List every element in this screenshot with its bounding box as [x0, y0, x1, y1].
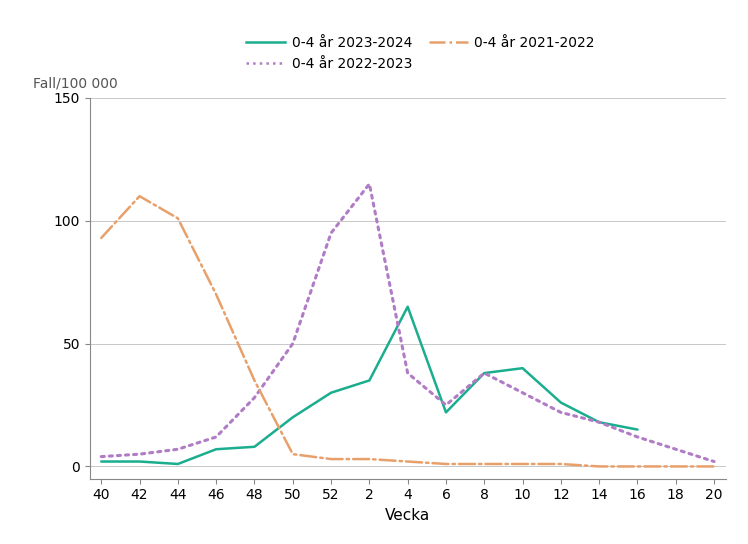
Text: Fall/100 000: Fall/100 000	[32, 76, 117, 90]
0-4 år 2022-2023	[212, 434, 221, 440]
0-4 år 2022-2023	[96, 453, 105, 460]
0-4 år 2023-2024	[250, 443, 259, 450]
0-4 år 2023-2024	[327, 390, 336, 396]
0-4 år 2022-2023	[518, 390, 527, 396]
0-4 år 2023-2024	[96, 458, 105, 465]
0-4 år 2021-2022	[710, 463, 719, 469]
0-4 år 2021-2022	[633, 463, 642, 469]
0-4 år 2023-2024	[633, 426, 642, 433]
Line: 0-4 år 2021-2022: 0-4 år 2021-2022	[101, 196, 714, 466]
0-4 år 2023-2024	[479, 370, 488, 376]
0-4 år 2022-2023	[671, 446, 680, 453]
X-axis label: Vecka: Vecka	[385, 508, 430, 523]
0-4 år 2021-2022	[671, 463, 680, 469]
0-4 år 2023-2024	[518, 365, 527, 372]
0-4 år 2021-2022	[557, 461, 565, 467]
0-4 år 2022-2023	[288, 341, 297, 347]
0-4 år 2023-2024	[595, 419, 604, 425]
0-4 år 2023-2024	[174, 461, 183, 467]
0-4 år 2022-2023	[403, 370, 412, 376]
0-4 år 2021-2022	[441, 461, 450, 467]
0-4 år 2023-2024	[212, 446, 221, 453]
0-4 år 2023-2024	[365, 377, 374, 384]
0-4 år 2021-2022	[212, 291, 221, 298]
0-4 år 2021-2022	[403, 458, 412, 465]
0-4 år 2021-2022	[479, 461, 488, 467]
0-4 år 2023-2024	[403, 304, 412, 310]
0-4 år 2021-2022	[595, 463, 604, 469]
0-4 år 2023-2024	[441, 409, 450, 416]
Line: 0-4 år 2023-2024: 0-4 år 2023-2024	[101, 307, 637, 464]
Line: 0-4 år 2022-2023: 0-4 år 2022-2023	[101, 184, 714, 461]
0-4 år 2022-2023	[327, 230, 336, 236]
0-4 år 2022-2023	[174, 446, 183, 453]
0-4 år 2022-2023	[710, 458, 719, 465]
0-4 år 2021-2022	[250, 377, 259, 384]
0-4 år 2023-2024	[135, 458, 144, 465]
0-4 år 2022-2023	[479, 370, 488, 376]
0-4 år 2021-2022	[174, 215, 183, 221]
0-4 år 2021-2022	[327, 456, 336, 462]
0-4 år 2022-2023	[557, 409, 565, 416]
0-4 år 2022-2023	[135, 451, 144, 458]
0-4 år 2022-2023	[441, 402, 450, 409]
0-4 år 2021-2022	[135, 193, 144, 200]
0-4 år 2023-2024	[557, 399, 565, 406]
0-4 år 2022-2023	[365, 181, 374, 187]
0-4 år 2022-2023	[595, 419, 604, 425]
0-4 år 2021-2022	[365, 456, 374, 462]
0-4 år 2022-2023	[250, 394, 259, 401]
0-4 år 2022-2023	[633, 434, 642, 440]
0-4 år 2021-2022	[518, 461, 527, 467]
0-4 år 2023-2024	[288, 414, 297, 421]
0-4 år 2021-2022	[288, 451, 297, 458]
Legend: 0-4 år 2023-2024, 0-4 år 2022-2023, 0-4 år 2021-2022: 0-4 år 2023-2024, 0-4 år 2022-2023, 0-4 …	[246, 36, 595, 71]
0-4 år 2021-2022	[96, 234, 105, 241]
